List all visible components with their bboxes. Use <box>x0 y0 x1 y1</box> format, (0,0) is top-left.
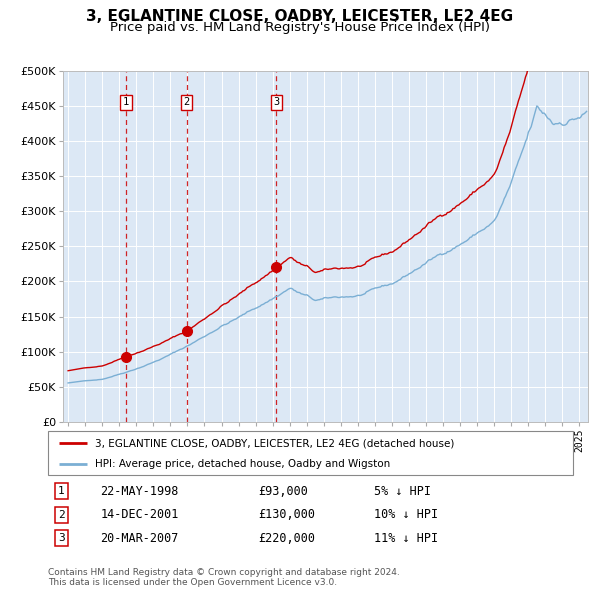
Text: £220,000: £220,000 <box>258 532 315 545</box>
Text: 10% ↓ HPI: 10% ↓ HPI <box>373 508 437 522</box>
Text: 1: 1 <box>58 486 65 496</box>
Text: £93,000: £93,000 <box>258 484 308 498</box>
Text: 3, EGLANTINE CLOSE, OADBY, LEICESTER, LE2 4EG (detached house): 3, EGLANTINE CLOSE, OADBY, LEICESTER, LE… <box>95 438 455 448</box>
Text: 2: 2 <box>184 97 190 107</box>
Text: 3: 3 <box>273 97 280 107</box>
Text: 2: 2 <box>58 510 65 520</box>
Text: 11% ↓ HPI: 11% ↓ HPI <box>373 532 437 545</box>
Text: 22-MAY-1998: 22-MAY-1998 <box>101 484 179 498</box>
Text: 1: 1 <box>123 97 129 107</box>
Text: 14-DEC-2001: 14-DEC-2001 <box>101 508 179 522</box>
Text: Contains HM Land Registry data © Crown copyright and database right 2024.
This d: Contains HM Land Registry data © Crown c… <box>48 568 400 587</box>
Text: 3, EGLANTINE CLOSE, OADBY, LEICESTER, LE2 4EG: 3, EGLANTINE CLOSE, OADBY, LEICESTER, LE… <box>86 9 514 24</box>
Text: 20-MAR-2007: 20-MAR-2007 <box>101 532 179 545</box>
Text: HPI: Average price, detached house, Oadby and Wigston: HPI: Average price, detached house, Oadb… <box>95 459 391 469</box>
FancyBboxPatch shape <box>48 431 573 475</box>
Text: 5% ↓ HPI: 5% ↓ HPI <box>373 484 431 498</box>
Text: Price paid vs. HM Land Registry's House Price Index (HPI): Price paid vs. HM Land Registry's House … <box>110 21 490 34</box>
Text: 3: 3 <box>58 533 65 543</box>
Text: £130,000: £130,000 <box>258 508 315 522</box>
